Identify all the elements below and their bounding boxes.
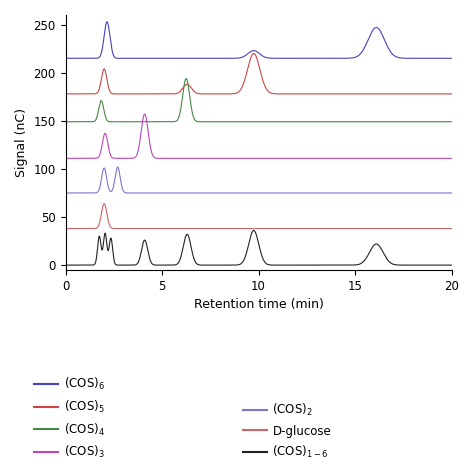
Y-axis label: Signal (nC): Signal (nC): [15, 108, 28, 177]
X-axis label: Retention time (min): Retention time (min): [193, 298, 323, 311]
Legend: (COS)$_6$, (COS)$_5$, (COS)$_4$, (COS)$_3$: (COS)$_6$, (COS)$_5$, (COS)$_4$, (COS)$_…: [34, 376, 105, 460]
Legend: (COS)$_2$, D-glucose, (COS)$_{1-6}$: (COS)$_2$, D-glucose, (COS)$_{1-6}$: [243, 402, 331, 460]
